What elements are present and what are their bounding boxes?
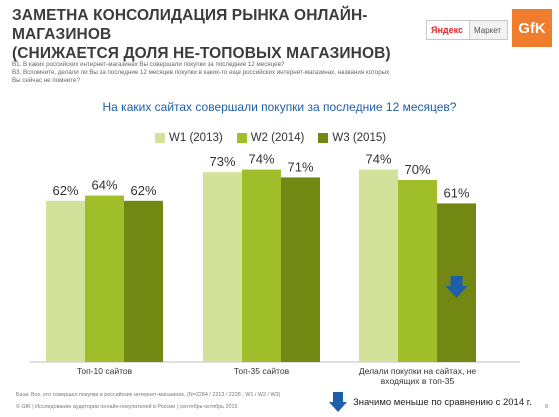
title-line-1: Заметна консолидация рынка онлайн-магази…	[12, 7, 368, 43]
market-logo-text: Маркет	[469, 21, 507, 39]
data-label-1-1: 62%	[52, 183, 78, 198]
bar-3-2	[398, 180, 437, 362]
base-footnote: База: Все, кто совершал покупки в россий…	[16, 392, 281, 398]
data-label-2-1: 73%	[209, 154, 235, 169]
data-label-3-2: 70%	[404, 162, 430, 177]
legend-swatch-w3	[318, 133, 329, 143]
category-label-3-line-1: Делали покупки на сайтах, не	[359, 366, 476, 376]
question-3-cont: Вы сейчас не помните?	[12, 77, 80, 84]
legend-label-w3: W3 (2015)	[332, 132, 387, 144]
gfk-logo: GfK	[512, 9, 552, 47]
survey-questions: В1. В каких российских интернет-магазина…	[12, 61, 422, 85]
category-label-3-line-2: входящих в топ-35	[381, 376, 455, 386]
page-title: Заметна консолидация рынка онлайн-магази…	[12, 6, 402, 63]
legend-label-w2: W2 (2014)	[250, 132, 305, 144]
legend-swatch-w2	[236, 133, 247, 143]
chart-title: На каких сайтах совершали покупки за пос…	[102, 100, 457, 114]
significance-legend: Значимо меньше по сравнению с 2014 г.	[329, 392, 532, 412]
data-label-1-2: 64%	[91, 178, 117, 193]
down-arrow-icon	[329, 392, 347, 412]
bar-3-1	[359, 169, 398, 362]
page-number: 8	[545, 404, 548, 410]
bar-2-2	[242, 169, 281, 362]
legend-item-w1: W1 (2013)	[155, 132, 223, 144]
footer-copyright: © GfK | Исследование аудитории онлайн-по…	[16, 404, 238, 410]
bar-1-1	[46, 200, 85, 362]
legend-label-w1: W1 (2013)	[169, 132, 223, 144]
data-label-2-2: 74%	[248, 152, 274, 167]
bar-2-1	[203, 172, 242, 362]
bar-1-3	[124, 200, 163, 362]
category-label-1: Топ-10 сайтов	[77, 366, 133, 376]
category-label-2: Топ-35 сайтов	[234, 366, 290, 376]
legend-swatch-w1	[155, 133, 165, 143]
bar-1-2	[85, 195, 124, 362]
chart-legend: W1 (2013) W2 (2014) W3 (2015)	[155, 132, 386, 144]
significance-down-arrow-icon	[445, 276, 468, 298]
question-1: В1. В каких российских интернет-магазина…	[12, 61, 285, 68]
title-line-2: (снижается доля не-топовых магазинов)	[12, 45, 391, 62]
data-label-3-3: 61%	[443, 185, 469, 200]
legend-item-w3: W3 (2015)	[318, 132, 386, 144]
data-label-1-3: 62%	[130, 183, 156, 198]
question-3: В3. Вспомните, делали ли Вы за последние…	[12, 69, 390, 76]
data-label-3-1: 74%	[365, 152, 391, 167]
legend-item-w2: W2 (2014)	[236, 132, 305, 144]
yandex-market-logo: Яндекс Маркет	[426, 20, 508, 40]
significance-note: Значимо меньше по сравнению с 2014 г.	[353, 396, 532, 408]
yandex-logo-text: Яндекс	[431, 25, 464, 35]
bar-2-3	[281, 177, 320, 362]
data-label-2-3: 71%	[287, 159, 313, 174]
